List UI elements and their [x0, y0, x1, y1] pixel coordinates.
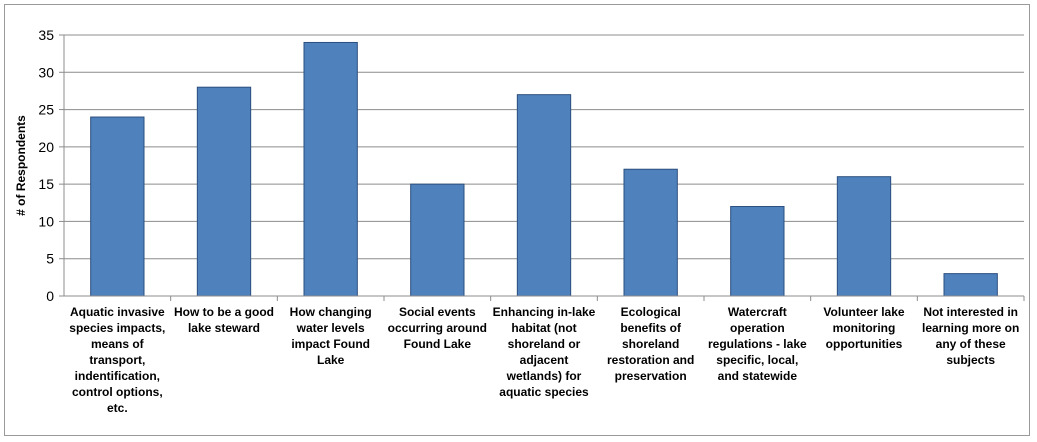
x-tick-label-line: regulations - lake	[708, 337, 807, 351]
x-tick-label-line: shoreland	[622, 337, 679, 351]
x-tick-label: How changing water levels impact Found Lake	[290, 305, 372, 367]
x-tick-label-line: control options,	[72, 385, 163, 399]
y-tick-label: 35	[38, 27, 54, 43]
x-tick-label-line: habitat (not	[511, 321, 576, 335]
x-tick-label-line: lake steward	[188, 321, 260, 335]
bar	[410, 183, 465, 297]
bars	[90, 41, 998, 297]
x-tick-label-line: Watercraft	[728, 305, 787, 319]
bar	[623, 168, 678, 297]
x-tick-label-line: any of these	[936, 337, 1006, 351]
y-tick-label: 30	[38, 64, 54, 80]
x-tick-label-line: Enhancing in-lake	[493, 305, 596, 319]
x-tick-label-line: monitoring	[833, 321, 896, 335]
y-tick-labels: 0 5 10 15 20 25 30 35	[38, 27, 54, 304]
x-tick-label: Social events occurring around Found Lake	[388, 305, 487, 351]
x-tick-label-line: wetlands) for	[506, 369, 582, 383]
y-tick-label: 20	[38, 139, 54, 155]
x-tick-label-line: How changing	[290, 305, 372, 319]
bar-chart: 0 5 10 15 20 25 30 35 Aquatic invasive species i…	[14, 27, 1025, 415]
x-tick-label-line: water levels	[296, 321, 365, 335]
x-tick-label-line: benefits of	[620, 321, 682, 335]
bar	[730, 206, 785, 297]
x-tick-label-line: and statewide	[718, 369, 798, 383]
y-axis-label: # of Respondents	[14, 115, 28, 216]
x-tick-label-line: preservation	[615, 369, 687, 383]
x-tick-label-line: Aquatic invasive	[70, 305, 165, 319]
y-tick-label: 10	[38, 213, 54, 229]
x-tick-labels: Aquatic invasive species impacts, means of…	[69, 305, 1019, 415]
axes	[59, 34, 1025, 301]
x-tick-label-line: etc.	[107, 401, 128, 415]
y-tick-label: 25	[38, 102, 54, 118]
x-tick-label-line: adjacent	[520, 353, 569, 367]
x-tick-label: How to be a good lake steward	[174, 305, 274, 335]
x-tick-label-line: shoreland or	[508, 337, 581, 351]
bar	[943, 273, 998, 297]
chart-frame: 0 5 10 15 20 25 30 35 Aquatic invasive species i…	[4, 4, 1030, 436]
x-tick-label: Not interested in learning more on any of …	[922, 305, 1019, 367]
x-tick-label-line: Found Lake	[404, 337, 472, 351]
x-tick-label-line: transport,	[89, 353, 145, 367]
y-tick-label: 15	[38, 176, 54, 192]
x-tick-label-line: impact Found	[291, 337, 370, 351]
x-tick-label-line: opportunities	[826, 337, 903, 351]
x-tick-label-line: occurring around	[388, 321, 487, 335]
x-tick-label-line: operation	[730, 321, 785, 335]
bar	[303, 41, 358, 297]
x-tick-label-line: means of	[91, 337, 145, 351]
x-tick-label: Watercraft operation regulations - lake spe…	[708, 305, 807, 383]
x-tick-label-line: How to be a good	[174, 305, 274, 319]
x-tick-label-line: indentification,	[75, 369, 160, 383]
x-tick-label: Aquatic invasive species impacts, means of…	[69, 305, 165, 415]
x-tick-label-line: Volunteer lake	[823, 305, 904, 319]
x-tick-label: Enhancing in-lake habitat (not shoreland o…	[493, 305, 596, 399]
x-tick-label-line: Ecological	[621, 305, 681, 319]
y-tick-label: 0	[46, 288, 54, 304]
bar	[196, 86, 252, 297]
x-tick-label-line: specific, local,	[716, 353, 798, 367]
x-tick-label: Ecological benefits of shoreland restoratio…	[607, 305, 694, 383]
x-tick-label-line: learning more on	[922, 321, 1019, 335]
x-tick-label-line: subjects	[946, 353, 995, 367]
bar	[836, 176, 892, 297]
x-tick-label-line: aquatic species	[499, 385, 589, 399]
bar	[90, 116, 145, 297]
x-tick-label-line: Lake	[317, 353, 345, 367]
y-tick-label: 5	[46, 251, 54, 267]
bar	[516, 94, 572, 297]
x-tick-label: Volunteer lake monitoring opportunities	[823, 305, 904, 351]
x-tick-label-line: Not interested in	[923, 305, 1018, 319]
x-tick-label-line: Social events	[399, 305, 476, 319]
x-tick-label-line: species impacts,	[69, 321, 165, 335]
x-tick-label-line: restoration and	[607, 353, 694, 367]
